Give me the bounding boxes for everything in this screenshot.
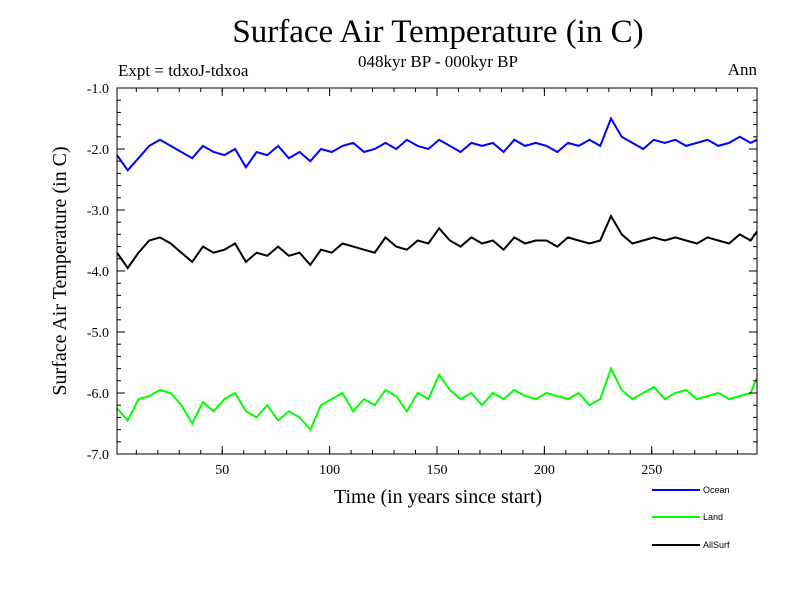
plot-lines: [116, 116, 758, 432]
chart-title: Surface Air Temperature (in C): [232, 14, 644, 50]
y-axis-title: Surface Air Temperature (in C): [49, 146, 71, 395]
legend: Ocean Land AllSurf: [652, 485, 730, 550]
y-tick-label: -2.0: [87, 143, 109, 158]
x-tick-label: 100: [319, 463, 340, 478]
y-tick-label: -4.0: [87, 265, 109, 280]
x-tick-label: 200: [534, 463, 555, 478]
season-label: Ann: [727, 60, 757, 79]
x-tick-label: 150: [427, 463, 448, 478]
x-tick-label: 250: [641, 463, 662, 478]
experiment-label: Expt = tdxoJ-tdxoa: [118, 61, 249, 80]
y-tick-label: -7.0: [87, 448, 109, 463]
y-tick-label: -1.0: [87, 82, 109, 97]
legend-label-allsurf: AllSurf: [703, 540, 730, 550]
series-line-land: [116, 366, 758, 432]
y-tick-label: -3.0: [87, 204, 109, 219]
x-tick-label: 50: [215, 463, 229, 478]
series-line-allsurf: [116, 213, 758, 270]
legend-label-ocean: Ocean: [703, 485, 730, 495]
y-tick-label: -5.0: [87, 326, 109, 341]
legend-label-land: Land: [703, 512, 723, 522]
y-axis-ticks: -1.0 -2.0 -3.0 -4.0 -5.0 -6.0 -7.0: [87, 82, 757, 463]
y-tick-label: -6.0: [87, 387, 109, 402]
x-axis-title: Time (in years since start): [334, 486, 542, 508]
x-axis-ticks: 50 100 150 200 250: [135, 88, 739, 478]
series-line-ocean: [116, 116, 758, 172]
chart-subtitle: 048kyr BP - 000kyr BP: [358, 52, 518, 71]
